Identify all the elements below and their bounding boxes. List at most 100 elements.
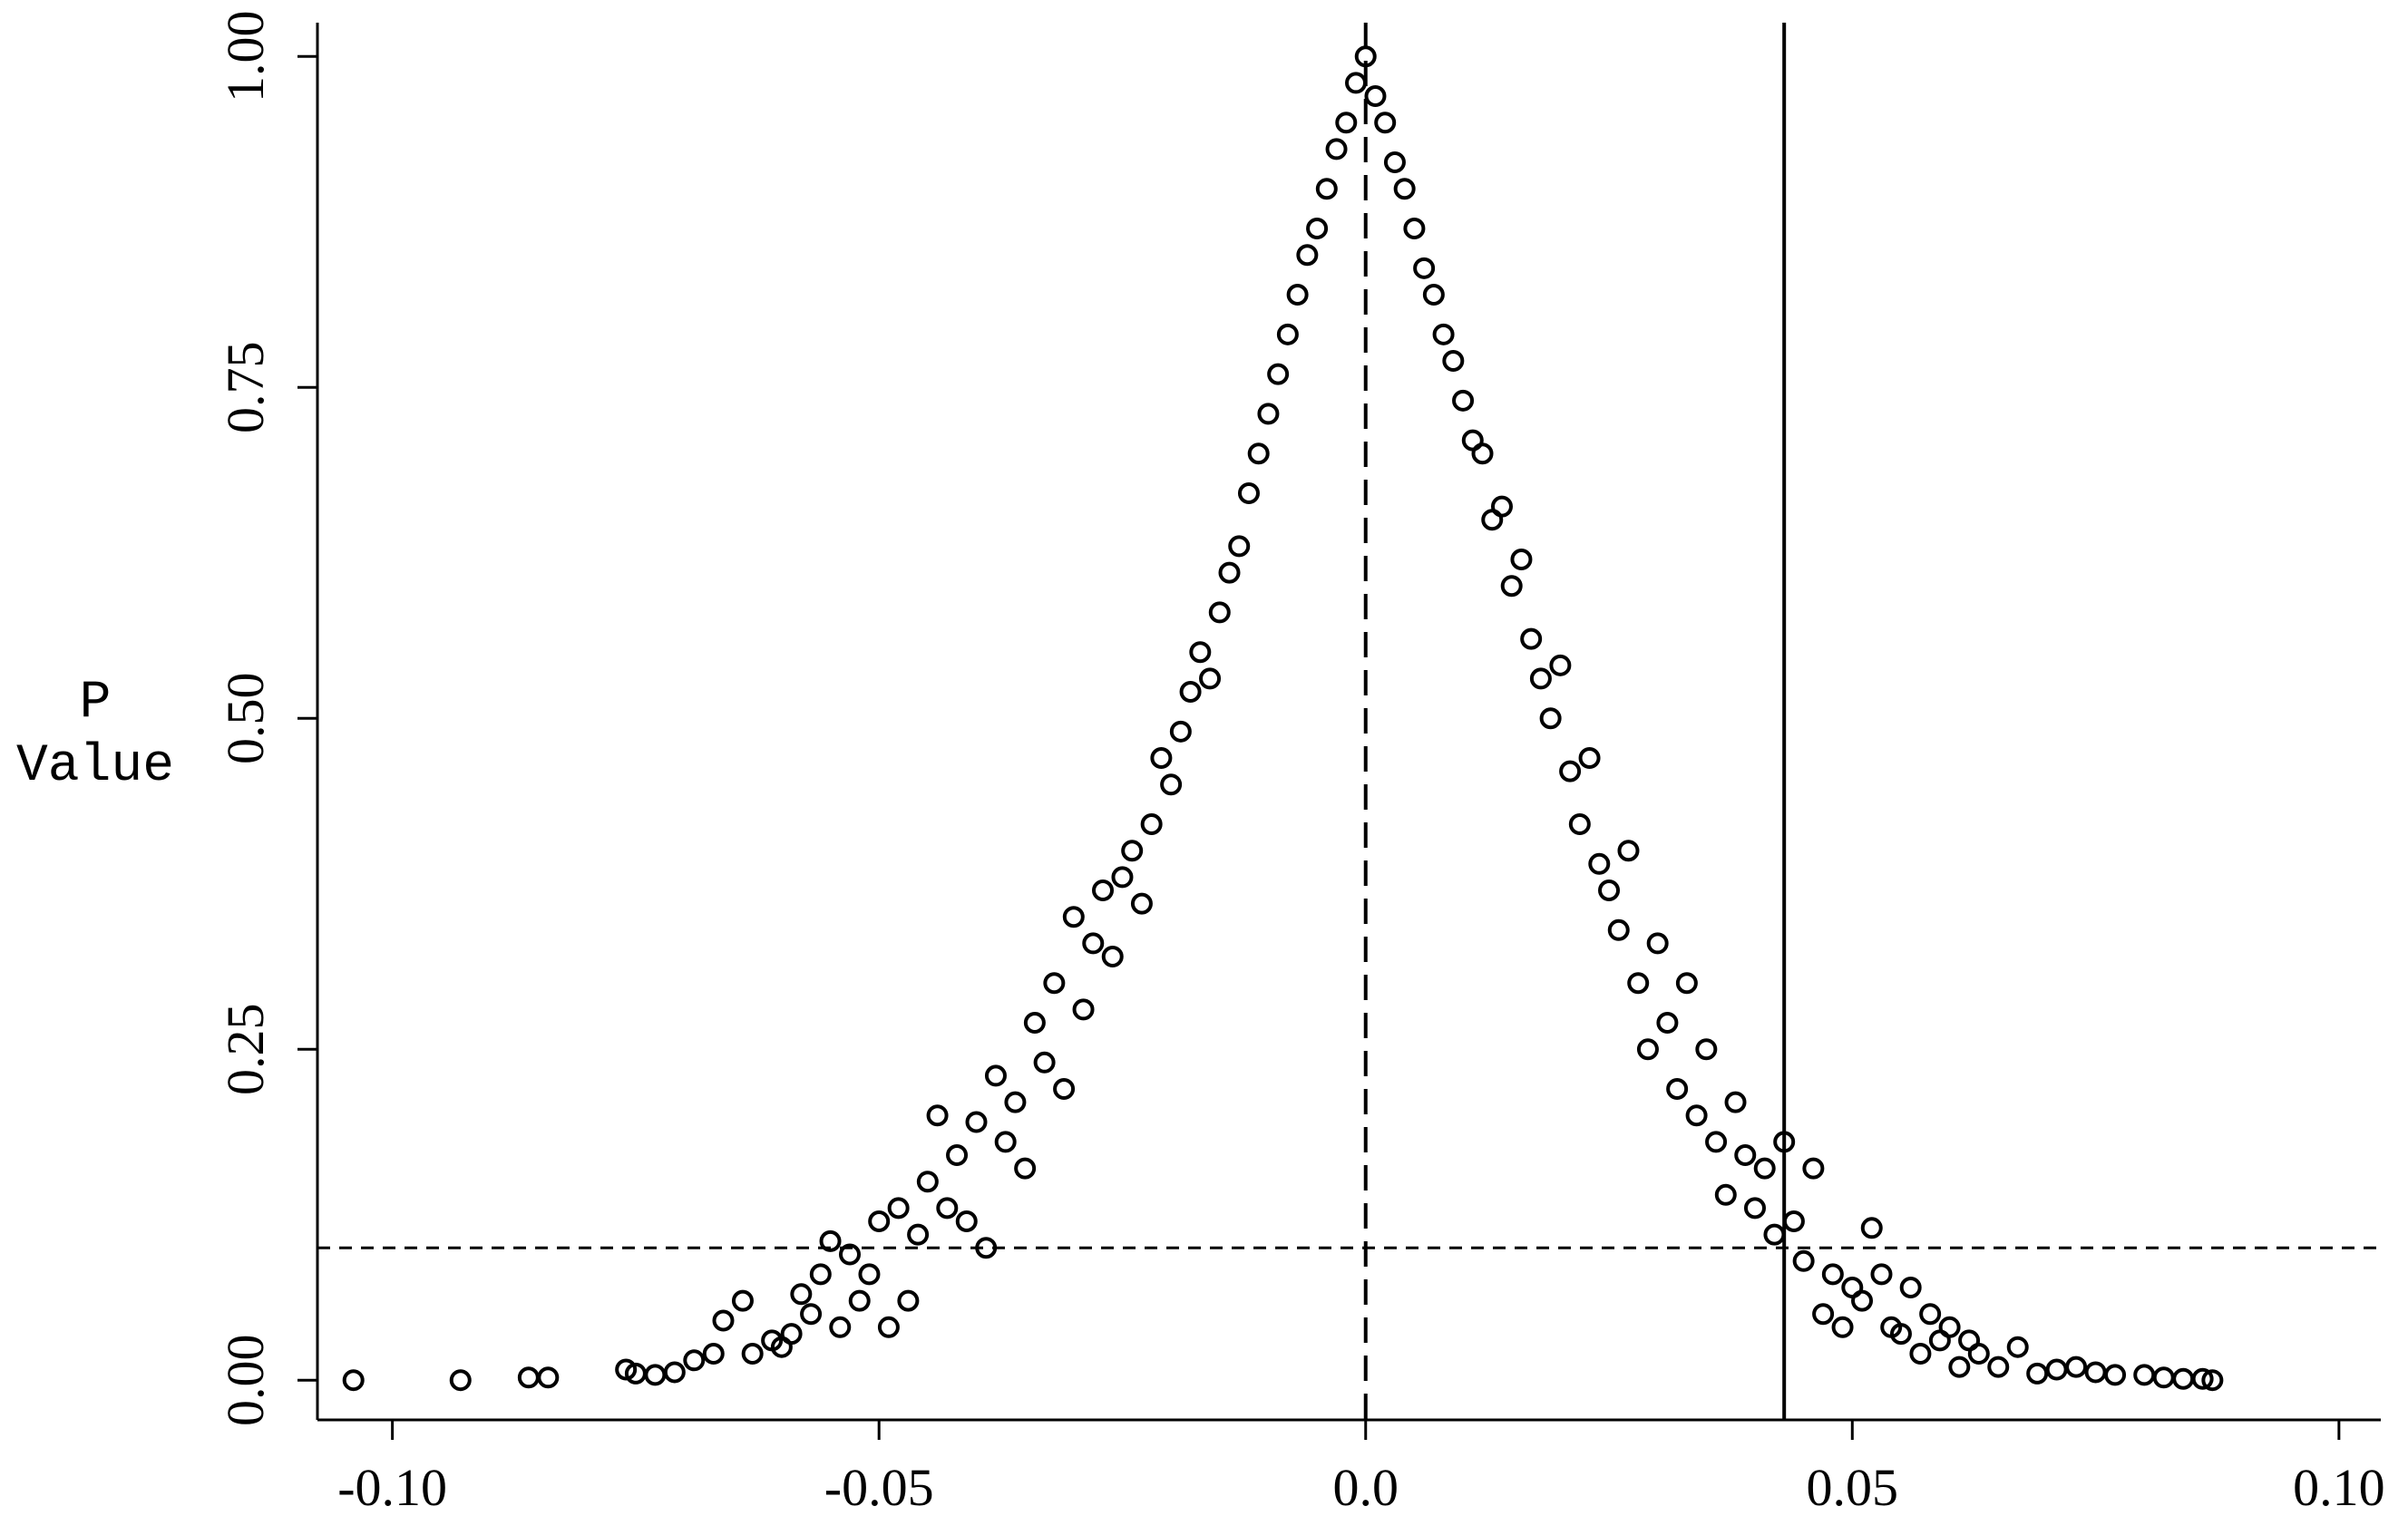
scatter-point: [1111, 866, 1134, 889]
scatter-point: [1150, 747, 1173, 770]
scatter-point: [1471, 442, 1494, 465]
scatter-point: [1403, 218, 1426, 240]
scatter-point: [800, 1303, 823, 1326]
scatter-point: [1967, 1343, 1990, 1365]
scatter-point: [1549, 654, 1572, 676]
scatter-point: [1568, 813, 1591, 836]
scatter-point: [1014, 1157, 1037, 1180]
scatter-point: [858, 1263, 881, 1286]
y-tick-label: 0.00: [216, 1334, 275, 1426]
scatter-point: [1004, 1091, 1027, 1113]
scatter-point: [1627, 972, 1650, 995]
scatter-point: [1695, 1038, 1718, 1061]
scatter-point: [1393, 178, 1416, 200]
x-tick-label: 0.10: [2293, 1458, 2385, 1516]
scatter-point: [1831, 1316, 1854, 1338]
scatter-point: [1062, 906, 1085, 928]
scatter-point: [809, 1263, 832, 1286]
scatter-point: [1529, 667, 1552, 690]
scatter-point: [1383, 151, 1406, 174]
scatter-point: [1228, 535, 1251, 558]
scatter-point: [2133, 1364, 2156, 1386]
scatter-point: [1724, 1091, 1747, 1113]
scatter-point: [1870, 1263, 1893, 1286]
scatter-point: [965, 1111, 988, 1133]
scatter-point: [1860, 1217, 1883, 1239]
scatter-point: [897, 1289, 920, 1312]
scatter-point: [1617, 840, 1640, 862]
scatter-point: [1919, 1303, 1942, 1326]
scatter-point: [1539, 707, 1562, 730]
scatter-point: [1510, 549, 1533, 571]
scatter-point: [342, 1369, 365, 1392]
scatter-point: [2172, 1367, 2195, 1390]
y-tick-label: 0.50: [216, 672, 275, 764]
scatter-point: [2084, 1361, 2107, 1384]
scatter-point: [790, 1283, 813, 1306]
x-tick-label: -0.10: [337, 1458, 447, 1516]
scatter-point: [1763, 1223, 1786, 1246]
scatter-point: [449, 1369, 472, 1392]
x-tick-label: 0.05: [1807, 1458, 1899, 1516]
scatter-point: [1782, 1210, 1805, 1233]
scatter-point: [2045, 1358, 2068, 1381]
scatter-point: [887, 1197, 910, 1220]
scatter-point: [1559, 760, 1582, 782]
scatter-point: [907, 1223, 930, 1246]
scatter-point: [1656, 1012, 1679, 1035]
scatter-point: [1140, 813, 1163, 836]
scatter-point: [2152, 1366, 2175, 1389]
scatter-point: [1218, 561, 1241, 584]
scatter-point: [1335, 112, 1358, 134]
scatter-point: [1092, 879, 1115, 902]
scatter-point: [1812, 1303, 1835, 1326]
scatter-point: [2201, 1369, 2224, 1392]
scatter-point: [1160, 773, 1183, 796]
scatter-point: [926, 1104, 949, 1127]
x-tick-label: 0.0: [1332, 1458, 1399, 1516]
scatter-point: [1169, 720, 1192, 743]
scatter-point: [1607, 918, 1630, 941]
scatter-point: [644, 1364, 667, 1386]
scatter-point: [2026, 1362, 2049, 1385]
scatter-point: [1315, 178, 1338, 200]
scatter-point: [1490, 495, 1513, 518]
scatter-point: [1053, 1078, 1076, 1101]
scatter-point: [1101, 946, 1124, 968]
scatter-point: [780, 1323, 803, 1346]
scatter-point: [1189, 641, 1212, 664]
y-tick-label: 0.75: [216, 341, 275, 433]
scatter-point: [517, 1366, 540, 1389]
scatter-point: [975, 1237, 998, 1259]
y-axis-label: P: [80, 674, 112, 733]
scatter-point: [741, 1343, 764, 1365]
scatter-point: [1938, 1316, 1961, 1338]
scatter-point: [537, 1366, 560, 1389]
scatter-point: [1237, 482, 1260, 505]
scatter-point: [2006, 1336, 2029, 1358]
scatter-point: [1705, 1131, 1728, 1153]
scatter-point: [1345, 72, 1368, 94]
scatter-point: [1734, 1144, 1757, 1167]
scatter-point: [994, 1131, 1017, 1153]
scatter-point: [1043, 972, 1066, 995]
scatter-point: [1422, 284, 1445, 306]
scatter-point: [984, 1064, 1007, 1087]
scatter-point: [731, 1289, 754, 1312]
scatter-point: [955, 1210, 978, 1233]
scatter-point: [819, 1229, 842, 1252]
scatter-point: [1899, 1277, 1922, 1299]
scatter-point: [1675, 972, 1698, 995]
x-tick-label: -0.05: [824, 1458, 934, 1516]
scatter-point: [1306, 218, 1329, 240]
scatter-point: [936, 1197, 959, 1220]
scatter-point: [702, 1343, 725, 1365]
scatter-point: [1685, 1104, 1708, 1127]
scatter-point: [1208, 601, 1231, 624]
scatter-point: [1452, 389, 1475, 412]
scatter-point: [1743, 1197, 1766, 1220]
scatter-point: [946, 1144, 969, 1167]
scatter-point: [1773, 1131, 1796, 1153]
scatter-point: [683, 1349, 706, 1372]
